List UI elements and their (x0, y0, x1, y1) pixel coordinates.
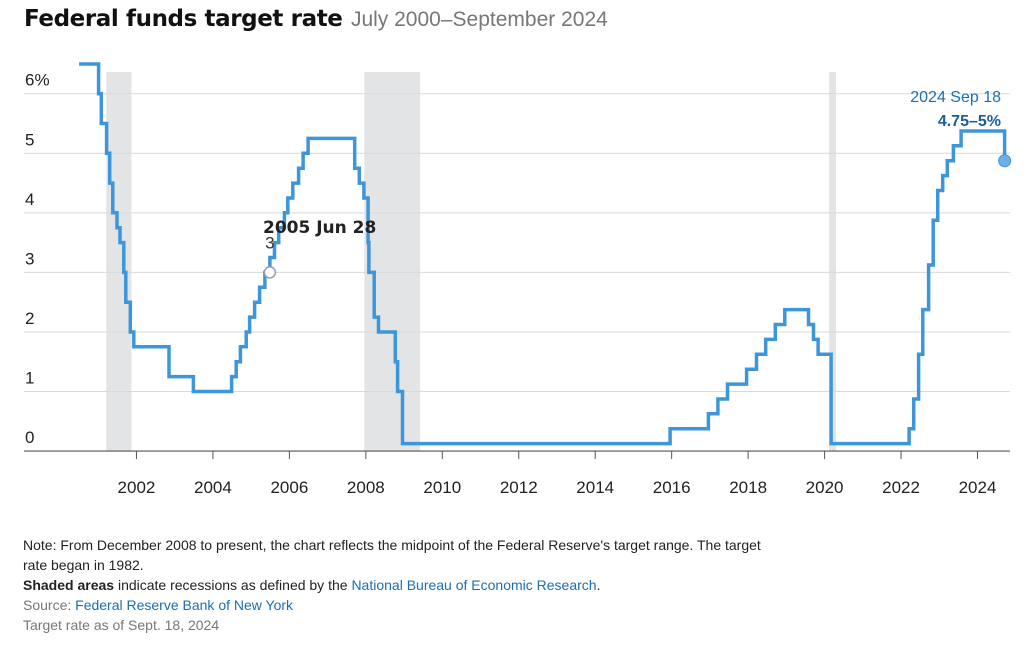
recession-band (106, 72, 132, 452)
x-tick-label: 2002 (118, 478, 156, 497)
x-tick-label: 2010 (423, 478, 461, 497)
latest-value-label: 4.75–5% (938, 113, 1001, 130)
x-tick-label: 2014 (576, 478, 614, 497)
rate-series-line (79, 62, 1007, 446)
recession-note-text: indicate recessions as defined by the (114, 577, 352, 593)
x-tick-label: 2022 (882, 478, 920, 497)
recession-band (829, 72, 837, 452)
note-text-end: of the Federal Reserve's target range. T… (23, 537, 761, 573)
x-tick-label: 2020 (806, 478, 844, 497)
recession-band (364, 72, 421, 452)
hover-point-marker (263, 266, 277, 279)
x-tick-label: 2008 (347, 478, 385, 497)
source-label: Source: (23, 597, 76, 613)
rate-chart: 0 1 2 3 4 5 6% 2002 2004 2006 2008 2010 2012 2014 2016… (24, 62, 1012, 497)
latest-point-marker (998, 154, 1012, 168)
y-tick-label: 0 (25, 428, 34, 447)
note-emphasis: midpoint (401, 537, 455, 553)
x-tick-label: 2004 (194, 478, 232, 497)
hover-date-label: 2005 Jun 28 (263, 218, 376, 238)
recession-note: Shaded areas indicate recessions as defi… (23, 575, 783, 595)
chart-subtitle: July 2000–September 2024 (350, 8, 608, 31)
shaded-areas-label: Shaded areas (23, 577, 115, 593)
chart-header: Federal funds target rate July 2000–Sept… (24, 6, 608, 32)
chart-notes: Note: From December 2008 to present, the… (23, 535, 783, 635)
x-tick-label: 2012 (500, 478, 538, 497)
as-of-date: Target rate as of Sept. 18, 2024 (23, 617, 220, 633)
y-tick-label: 2 (25, 309, 34, 328)
source-line: Source: Federal Reserve Bank of New York (23, 595, 783, 615)
chart-title: Federal funds target rate (24, 6, 343, 32)
source-link[interactable]: Federal Reserve Bank of New York (75, 597, 294, 613)
note-text-start: Note: From December 2008 to present, the… (23, 537, 402, 553)
y-tick-label: 6% (25, 71, 50, 90)
y-tick-label: 1 (25, 369, 34, 388)
methodology-note: Note: From December 2008 to present, the… (23, 535, 783, 575)
y-tick-label: 3 (25, 249, 34, 268)
x-tick-label: 2006 (270, 478, 308, 497)
recession-note-end: . (596, 577, 601, 593)
x-tick-label: 2018 (729, 478, 767, 497)
latest-date-label: 2024 Sep 18 (910, 89, 1001, 106)
nber-link[interactable]: National Bureau of Economic Research (351, 577, 597, 593)
x-tick-label: 2016 (653, 478, 691, 497)
y-tick-label: 5 (25, 130, 34, 149)
x-tick-label: 2024 (959, 478, 997, 497)
y-tick-label: 4 (25, 190, 34, 209)
hover-value-label: 3 (265, 233, 274, 252)
